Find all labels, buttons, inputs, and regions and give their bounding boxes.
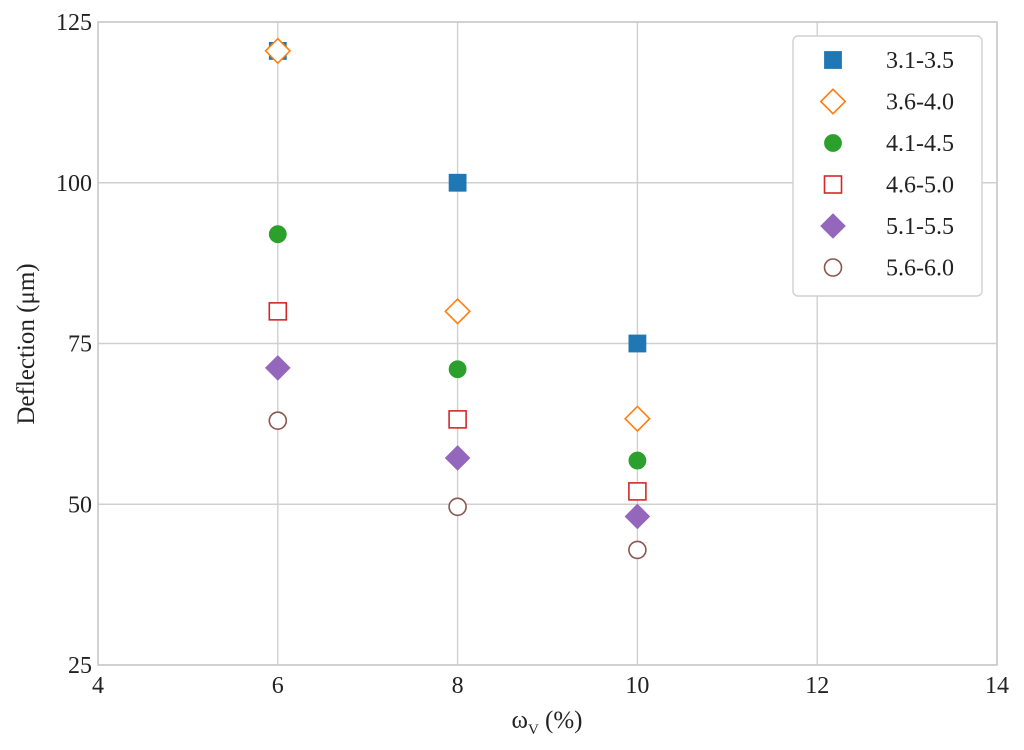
legend: 3.1-3.5 3.6-4.0 4.1-4.5 4.6-5.0 5.1-5.5 5.6-6… — [792, 35, 983, 297]
legend-item: 5.1-5.5 — [820, 213, 954, 240]
legend-item: 3.6-4.0 — [819, 88, 954, 116]
legend-item: 3.1-3.5 — [824, 48, 954, 74]
series-4.6-5.0 — [268, 302, 647, 501]
legend-item: 4.6-5.0 — [823, 173, 954, 199]
legend-label: 5.1-5.5 — [886, 214, 954, 240]
y-tick-label: 50 — [68, 492, 92, 518]
legend-marker — [824, 51, 842, 69]
data-point — [264, 355, 291, 381]
x-axis-label-subscript: V — [528, 722, 539, 738]
data-point — [448, 497, 467, 517]
legend-marker — [823, 258, 843, 277]
data-point — [624, 503, 651, 530]
data-point — [444, 297, 471, 325]
x-tick-label: 4 — [92, 673, 104, 699]
data-point — [624, 405, 651, 433]
y-tick-label: 125 — [56, 10, 92, 36]
data-point — [628, 482, 647, 501]
data-point — [448, 360, 467, 379]
data-point — [444, 445, 471, 471]
series-4.1-4.5 — [268, 225, 647, 470]
data-point — [268, 225, 287, 244]
x-tick-label: 10 — [625, 673, 649, 699]
x-tick-label: 14 — [985, 673, 1009, 699]
legend-label: 3.1-3.5 — [886, 48, 954, 74]
data-point — [268, 302, 288, 321]
y-tick-label: 100 — [56, 171, 92, 197]
legend-label: 4.1-4.5 — [886, 131, 954, 157]
legend-marker — [819, 88, 847, 115]
y-axis-ticks: 25 50 75 100 125 — [56, 10, 92, 679]
data-point — [264, 37, 292, 65]
data-point — [628, 334, 647, 353]
x-tick-label: 6 — [272, 673, 284, 699]
series-5.6-6.0 — [268, 411, 647, 560]
legend-label: 4.6-5.0 — [886, 173, 954, 199]
y-axis-label: Deflection (μm) — [13, 263, 40, 424]
legend-item: 4.1-4.5 — [824, 131, 954, 157]
legend-marker — [820, 213, 846, 239]
legend-marker — [823, 175, 843, 194]
x-axis-label: ωV (%) — [511, 707, 582, 738]
plot-frame — [97, 21, 998, 666]
series-3.6-4.0 — [264, 37, 651, 433]
data-point — [628, 451, 647, 470]
x-tick-label: 8 — [452, 673, 464, 699]
data-point — [628, 540, 647, 560]
y-tick-label: 25 — [68, 653, 92, 679]
x-axis-label-unit: (%) — [539, 707, 583, 734]
y-tick-label: 75 — [68, 332, 92, 358]
legend-label: 3.6-4.0 — [886, 90, 954, 116]
series-5.1-5.5 — [264, 355, 651, 530]
x-axis-ticks: 4 6 8 10 12 14 — [92, 673, 1009, 699]
data-points — [264, 37, 651, 560]
legend-item: 5.6-6.0 — [823, 256, 954, 282]
data-point — [448, 173, 467, 192]
legend-label: 5.6-6.0 — [886, 256, 954, 282]
legend-marker — [824, 134, 842, 152]
data-point — [448, 410, 467, 429]
data-point — [268, 411, 288, 430]
x-tick-label: 12 — [805, 673, 829, 699]
